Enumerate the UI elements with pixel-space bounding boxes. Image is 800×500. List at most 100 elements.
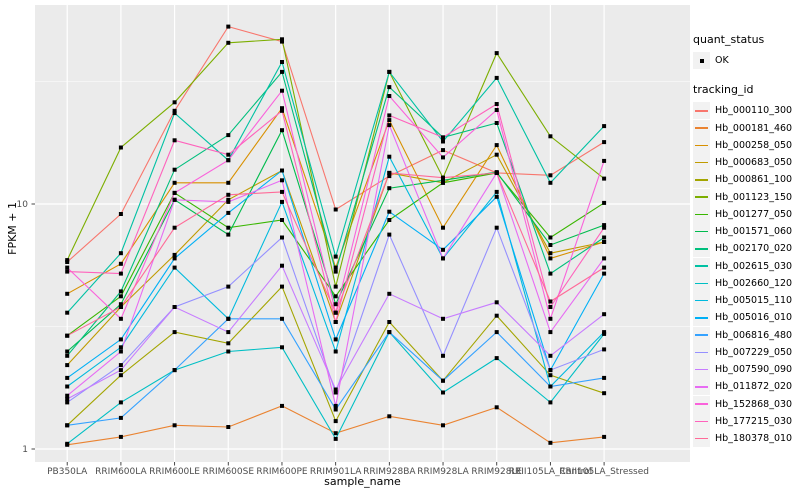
data-point bbox=[548, 384, 553, 389]
data-point bbox=[280, 108, 284, 113]
legend-key-line bbox=[695, 437, 708, 440]
data-point bbox=[333, 320, 338, 324]
data-point bbox=[118, 373, 123, 378]
legend-label: Hb_007590_090 bbox=[715, 364, 793, 376]
data-point bbox=[494, 108, 499, 112]
data-point bbox=[226, 341, 231, 346]
data-point bbox=[602, 312, 607, 317]
data-point bbox=[226, 349, 231, 354]
minor-gridlines bbox=[35, 81, 690, 327]
data-point bbox=[548, 305, 553, 309]
data-point bbox=[441, 175, 445, 180]
data-point bbox=[280, 189, 284, 194]
data-point bbox=[226, 330, 231, 335]
legend-key-box bbox=[693, 378, 710, 396]
data-point bbox=[280, 37, 284, 42]
data-point bbox=[172, 111, 177, 116]
legend-item-Hb_000683_050: Hb_000683_050 bbox=[693, 154, 798, 172]
legend-item-Hb_002170_020: Hb_002170_020 bbox=[693, 240, 798, 258]
data-point bbox=[441, 225, 445, 230]
legend-item-Hb_005015_110: Hb_005015_110 bbox=[693, 292, 798, 310]
legend-key-line bbox=[695, 299, 708, 302]
legend-label: Hb_002660_120 bbox=[715, 277, 793, 289]
data-point bbox=[280, 284, 284, 289]
x-tick-label: RRIM928LE bbox=[471, 467, 522, 477]
legend-label-ok: OK bbox=[715, 55, 729, 67]
data-point bbox=[494, 194, 499, 199]
data-point bbox=[226, 133, 231, 138]
data-point bbox=[172, 190, 177, 195]
data-point bbox=[333, 302, 338, 307]
data-point bbox=[333, 284, 338, 289]
data-point bbox=[65, 441, 70, 446]
data-point bbox=[333, 269, 338, 274]
data-point bbox=[602, 235, 607, 240]
data-point bbox=[65, 375, 70, 380]
legend-key-box bbox=[693, 274, 710, 292]
legend-key-line bbox=[695, 144, 708, 147]
data-point bbox=[118, 305, 123, 309]
data-point bbox=[602, 330, 607, 335]
data-point bbox=[280, 316, 284, 321]
data-point bbox=[548, 235, 553, 240]
x-tick-label: RRIM600PE bbox=[256, 467, 308, 477]
legend-item-Hb_002615_030: Hb_002615_030 bbox=[693, 257, 798, 275]
legend-item-Hb_152868_030: Hb_152868_030 bbox=[693, 395, 798, 413]
legend-label: Hb_000110_300 bbox=[715, 105, 793, 117]
legend-item-Hb_001571_060: Hb_001571_060 bbox=[693, 223, 798, 241]
data-point bbox=[387, 118, 392, 123]
data-point bbox=[65, 384, 70, 389]
legend-key-box bbox=[693, 361, 710, 379]
data-point bbox=[65, 397, 70, 401]
data-point bbox=[65, 400, 70, 405]
legend-label: Hb_000258_050 bbox=[715, 139, 793, 151]
y-axis-title: FPKM + 1 bbox=[6, 202, 19, 255]
legend-label: Hb_005016_010 bbox=[715, 312, 793, 324]
data-point bbox=[118, 345, 123, 350]
data-point bbox=[494, 75, 499, 80]
legend-item-Hb_000110_300: Hb_000110_300 bbox=[693, 102, 798, 120]
legend-key-box bbox=[693, 292, 710, 310]
data-point bbox=[494, 102, 499, 106]
legend-label: Hb_001277_050 bbox=[715, 208, 793, 220]
data-point bbox=[387, 174, 392, 179]
data-point bbox=[548, 173, 553, 178]
legend-key-box bbox=[693, 395, 710, 413]
data-point bbox=[65, 269, 70, 274]
legend-key-line bbox=[695, 334, 708, 336]
legend-key-line bbox=[695, 110, 708, 112]
x-tick-label: RRIM600LA bbox=[95, 467, 147, 477]
data-point bbox=[280, 235, 284, 240]
data-point bbox=[494, 189, 499, 194]
data-point bbox=[65, 393, 70, 398]
legend-label: Hb_006816_480 bbox=[715, 329, 793, 341]
data-point bbox=[548, 316, 553, 321]
data-point bbox=[226, 199, 231, 204]
data-point bbox=[172, 108, 177, 113]
legend-key-line bbox=[695, 368, 708, 371]
legend-item-Hb_006816_480: Hb_006816_480 bbox=[693, 326, 798, 344]
legend-label: Hb_002615_030 bbox=[715, 260, 793, 272]
data-point bbox=[172, 138, 177, 143]
data-point bbox=[280, 199, 284, 204]
legend-label: Hb_011872_020 bbox=[715, 381, 793, 393]
legend-label: Hb_000181_460 bbox=[715, 122, 793, 134]
data-point bbox=[226, 158, 231, 163]
data-point bbox=[226, 225, 231, 230]
data-point bbox=[494, 143, 499, 148]
data-points bbox=[65, 24, 607, 447]
data-point bbox=[65, 363, 70, 368]
data-point bbox=[333, 407, 338, 412]
data-point bbox=[387, 85, 392, 90]
legend-key-box bbox=[693, 205, 710, 223]
data-point bbox=[602, 140, 607, 145]
data-point bbox=[602, 225, 607, 230]
data-point bbox=[226, 197, 231, 202]
axis-ticks bbox=[31, 203, 605, 466]
data-point bbox=[548, 134, 553, 139]
legend-key-box bbox=[693, 309, 710, 327]
legend-key-box bbox=[693, 343, 710, 361]
data-point bbox=[118, 434, 123, 439]
x-tick-label: PB350LA bbox=[47, 467, 88, 477]
